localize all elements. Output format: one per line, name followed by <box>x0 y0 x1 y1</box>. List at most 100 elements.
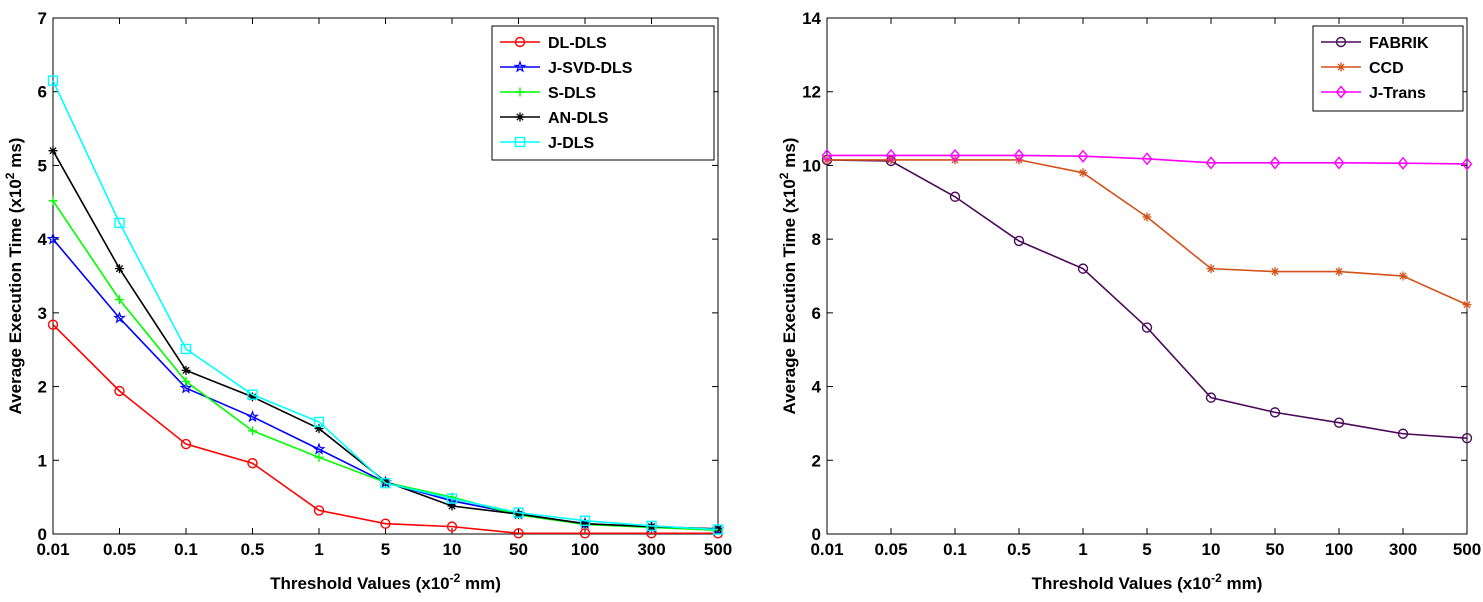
series-fabrik <box>821 154 1473 444</box>
data-point <box>821 148 833 163</box>
series-j-trans <box>821 148 1473 171</box>
legend-marker <box>1335 85 1347 99</box>
legend-marker <box>1336 62 1346 72</box>
y-tick-label: 4 <box>812 378 822 397</box>
data-point <box>1461 432 1473 444</box>
data-point <box>1141 322 1153 333</box>
data-point <box>447 501 457 511</box>
x-tick-label: 0.01 <box>36 540 69 559</box>
x-tick-label: 50 <box>1266 540 1285 559</box>
data-point <box>1398 271 1408 281</box>
legend-marker <box>1335 36 1347 48</box>
data-point <box>313 416 325 428</box>
data-point <box>46 232 60 245</box>
x-tick-label: 1 <box>1078 540 1087 559</box>
data-point <box>181 376 191 386</box>
legend-entry: DL-DLS <box>548 35 607 52</box>
y-tick-label: 8 <box>812 230 821 249</box>
legend-entry: CCD <box>1369 60 1404 77</box>
y-tick-label: 14 <box>802 9 821 28</box>
y-axis-label: Average Execution Time (x102 ms) <box>3 138 25 415</box>
data-point <box>1270 267 1280 277</box>
legend-entry: FABRIK <box>1369 35 1429 52</box>
legend-box <box>491 25 715 161</box>
x-tick-label: 50 <box>509 540 528 559</box>
y-tick-label: 7 <box>38 9 47 28</box>
series-an-dls <box>48 146 723 534</box>
data-point <box>248 426 257 436</box>
data-point <box>1333 417 1345 428</box>
data-point <box>1205 156 1217 170</box>
data-point <box>949 191 961 202</box>
y-axis-label: Average Execution Time (x102 ms) <box>777 138 799 415</box>
series-line <box>826 159 1468 439</box>
data-point <box>247 389 258 400</box>
data-point <box>380 477 391 489</box>
data-point <box>1397 156 1409 170</box>
data-point <box>48 196 58 206</box>
x-tick-label: 10 <box>443 540 462 559</box>
data-point <box>1077 263 1089 274</box>
legend-entry: AN-DLS <box>548 110 609 127</box>
data-point <box>312 442 326 455</box>
legend-entry: J-DLS <box>548 135 595 152</box>
data-point <box>1462 300 1472 310</box>
y-tick-label: 12 <box>802 83 821 102</box>
legend-entry: J-Trans <box>1369 85 1426 102</box>
data-point <box>885 148 897 163</box>
data-point <box>513 507 524 518</box>
y-tick-label: 0 <box>812 525 821 544</box>
data-point <box>1078 168 1088 178</box>
data-point <box>1077 149 1089 163</box>
x-tick-label: 100 <box>571 540 599 559</box>
data-point <box>48 146 58 156</box>
data-point <box>580 519 590 529</box>
legend-marker <box>514 36 526 48</box>
data-point <box>1333 156 1345 170</box>
data-point <box>646 520 657 532</box>
data-point <box>1461 157 1473 171</box>
x-tick-label: 500 <box>704 540 732 559</box>
series-j-dls <box>47 75 724 535</box>
data-point <box>115 264 124 274</box>
data-point <box>1269 407 1281 418</box>
data-point <box>313 505 325 516</box>
x-tick-label: 0.5 <box>241 540 265 559</box>
data-point <box>180 343 192 355</box>
data-point <box>115 295 124 305</box>
data-point <box>1205 392 1217 403</box>
x-tick-label: 10 <box>1202 540 1221 559</box>
data-point <box>513 528 524 539</box>
y-tick-label: 6 <box>38 83 47 102</box>
x-tick-label: 0.01 <box>810 540 843 559</box>
y-tick-label: 0 <box>38 525 47 544</box>
data-point <box>1334 267 1344 277</box>
x-axis-label: Threshold Values (x10-2 mm) <box>270 571 501 593</box>
legend-box <box>1312 25 1464 112</box>
x-tick-label: 100 <box>1325 540 1353 559</box>
x-tick-label: 5 <box>1142 540 1151 559</box>
data-point <box>446 521 458 532</box>
x-tick-label: 0.5 <box>1007 540 1031 559</box>
legend-marker <box>514 136 526 148</box>
data-point <box>179 381 193 394</box>
data-point <box>47 75 59 86</box>
series-line <box>827 154 1468 165</box>
series-line <box>52 80 719 531</box>
x-tick-label: 1 <box>314 540 323 559</box>
y-tick-label: 10 <box>802 156 821 175</box>
y-tick-label: 5 <box>38 156 47 175</box>
x-axis-label: Threshold Values (x10-2 mm) <box>1032 571 1263 593</box>
y-tick-label: 2 <box>812 451 821 470</box>
y-tick-label: 3 <box>38 304 47 323</box>
data-point <box>314 452 324 462</box>
series-dl-dls <box>47 319 724 539</box>
legend: FABRIK CCD J-Trans <box>1312 25 1464 112</box>
data-point <box>1013 235 1025 247</box>
y-tick-label: 2 <box>38 378 47 397</box>
data-point <box>1142 212 1152 222</box>
x-tick-label: 300 <box>1389 540 1417 559</box>
legend-marker <box>515 112 525 122</box>
legend-marker <box>515 87 525 97</box>
